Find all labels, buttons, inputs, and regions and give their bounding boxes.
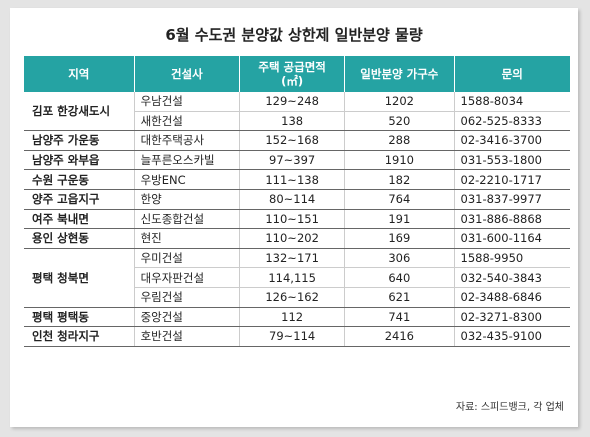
table-cell: 02-3271-8300 [453, 307, 570, 328]
table-cell: 111~138 [239, 169, 345, 190]
table-row: 평택 청북면 우미건설 132~171 306 1588-9950 [24, 248, 570, 308]
table-cell: 대우자판건설 [133, 267, 240, 288]
table-row: 남양주 와부읍 늘푸른오스카빌 97~397 1910 031-553-1800 [24, 150, 570, 171]
region-cell: 평택 청북면 [24, 248, 135, 308]
header-cell: 문의 [453, 56, 570, 92]
table-cell: 1588-8034 [453, 92, 570, 112]
table-row: 여주 북내면 신도종합건설 110~151 191 031-886-8868 [24, 209, 570, 230]
header-text: (㎡) [281, 74, 304, 88]
table-cell: 02-3488-6846 [453, 287, 570, 308]
table-cell: 1910 [344, 150, 455, 171]
table-cell: 80~114 [239, 189, 345, 210]
header-cell: 일반분양 가구수 [344, 56, 455, 92]
header-row: 지역 건설사 주택 공급면적 (㎡) 일반분양 가구수 문의 [24, 56, 570, 92]
header-cell: 건설사 [133, 56, 240, 92]
table-cell: 02-3416-3700 [453, 130, 570, 151]
table-cell: 031-553-1800 [453, 150, 570, 171]
table-cell: 621 [344, 287, 455, 308]
table-cell: 110~202 [239, 228, 345, 249]
table-cell: 741 [344, 307, 455, 328]
region-cell: 김포 한강새도시 [24, 92, 135, 132]
table-cell: 우방ENC [133, 169, 240, 190]
table-cell: 031-600-1164 [453, 228, 570, 249]
region-cell: 남양주 와부읍 [24, 150, 135, 171]
table-cell: 640 [344, 267, 455, 288]
card: 6월 수도권 분양값 상한제 일반분양 물량 지역 건설사 주택 공급면적 (㎡) 일반… [10, 8, 578, 427]
table-cell: 110~151 [239, 209, 345, 230]
table-cell: 129~248 [239, 92, 345, 112]
region-cell: 남양주 가운동 [24, 130, 135, 151]
table-cell: 새한건설 [133, 111, 240, 132]
table-row: 양주 고읍지구 한양 80~114 764 031-837-9977 [24, 189, 570, 210]
table-cell: 우남건설 [133, 92, 240, 112]
table-cell: 132~171 [239, 248, 345, 269]
table-body: 김포 한강새도시 우남건설 129~248 1202 1588-8034 새한건설 138 5… [24, 92, 570, 347]
table-row: 평택 평택동 중앙건설 112 741 02-3271-8300 [24, 307, 570, 328]
table-cell: 169 [344, 228, 455, 249]
region-cell: 수원 구운동 [24, 169, 135, 190]
table-row: 수원 구운동 우방ENC 111~138 182 02-2210-1717 [24, 169, 570, 190]
region-cell: 용인 상현동 [24, 228, 135, 249]
table-cell: 우림건설 [133, 287, 240, 308]
header-cell: 지역 [24, 56, 135, 92]
table-row: 새한건설 138 520 062-525-8333 [24, 111, 570, 132]
table-cell: 520 [344, 111, 455, 132]
table-cell: 현진 [133, 228, 240, 249]
table-row: 용인 상현동 현진 110~202 169 031-600-1164 [24, 228, 570, 249]
table-row: 인천 청라지구 호반건설 79~114 2416 032-435-9100 [24, 326, 570, 347]
table-cell: 114,115 [239, 267, 345, 288]
table-cell: 중앙건설 [133, 307, 240, 328]
table-cell: 2416 [344, 326, 455, 347]
table-cell: 112 [239, 307, 345, 328]
table-cell: 031-886-8868 [453, 209, 570, 230]
table-cell: 152~168 [239, 130, 345, 151]
table-row: 대우자판건설 114,115 640 032-540-3843 [24, 267, 570, 288]
table-cell: 우미건설 [133, 248, 240, 269]
table-cell: 02-2210-1717 [453, 169, 570, 190]
table-cell: 032-435-9100 [453, 326, 570, 347]
table-cell: 1202 [344, 92, 455, 112]
table-row: 우림건설 126~162 621 02-3488-6846 [24, 287, 570, 308]
table: 지역 건설사 주택 공급면적 (㎡) 일반분양 가구수 문의 김포 한강새도시 우남건설 12… [24, 56, 570, 347]
table-cell: 062-525-8333 [453, 111, 570, 132]
table-cell: 764 [344, 189, 455, 210]
table-cell: 191 [344, 209, 455, 230]
table-cell: 126~162 [239, 287, 345, 308]
table-cell: 호반건설 [133, 326, 240, 347]
header-text: 주택 공급면적 [258, 60, 326, 74]
table-cell: 한양 [133, 189, 240, 210]
region-cell: 평택 평택동 [24, 307, 135, 328]
table-cell: 032-540-3843 [453, 267, 570, 288]
table-row: 남양주 가운동 대한주택공사 152~168 288 02-3416-3700 [24, 130, 570, 151]
table-cell: 늘푸른오스카빌 [133, 150, 240, 171]
table-cell: 대한주택공사 [133, 130, 240, 151]
table-cell: 306 [344, 248, 455, 269]
header-cell: 주택 공급면적 (㎡) [239, 56, 345, 92]
region-cell: 인천 청라지구 [24, 326, 135, 347]
table-cell: 신도종합건설 [133, 209, 240, 230]
title: 6월 수도권 분양값 상한제 일반분양 물량 [165, 26, 423, 44]
table-row: 김포 한강새도시 우남건설 129~248 1202 1588-8034 [24, 92, 570, 132]
region-cell: 여주 북내면 [24, 209, 135, 230]
table-cell: 1588-9950 [453, 248, 570, 269]
region-cell: 양주 고읍지구 [24, 189, 135, 210]
table-cell: 79~114 [239, 326, 345, 347]
table-cell: 182 [344, 169, 455, 190]
table-cell: 138 [239, 111, 345, 132]
table-cell: 031-837-9977 [453, 189, 570, 210]
table-head: 지역 건설사 주택 공급면적 (㎡) 일반분양 가구수 문의 [24, 56, 570, 92]
table-cell: 288 [344, 130, 455, 151]
source: 자료: 스피드뱅크, 각 업체 [455, 402, 564, 413]
table-cell: 97~397 [239, 150, 345, 171]
